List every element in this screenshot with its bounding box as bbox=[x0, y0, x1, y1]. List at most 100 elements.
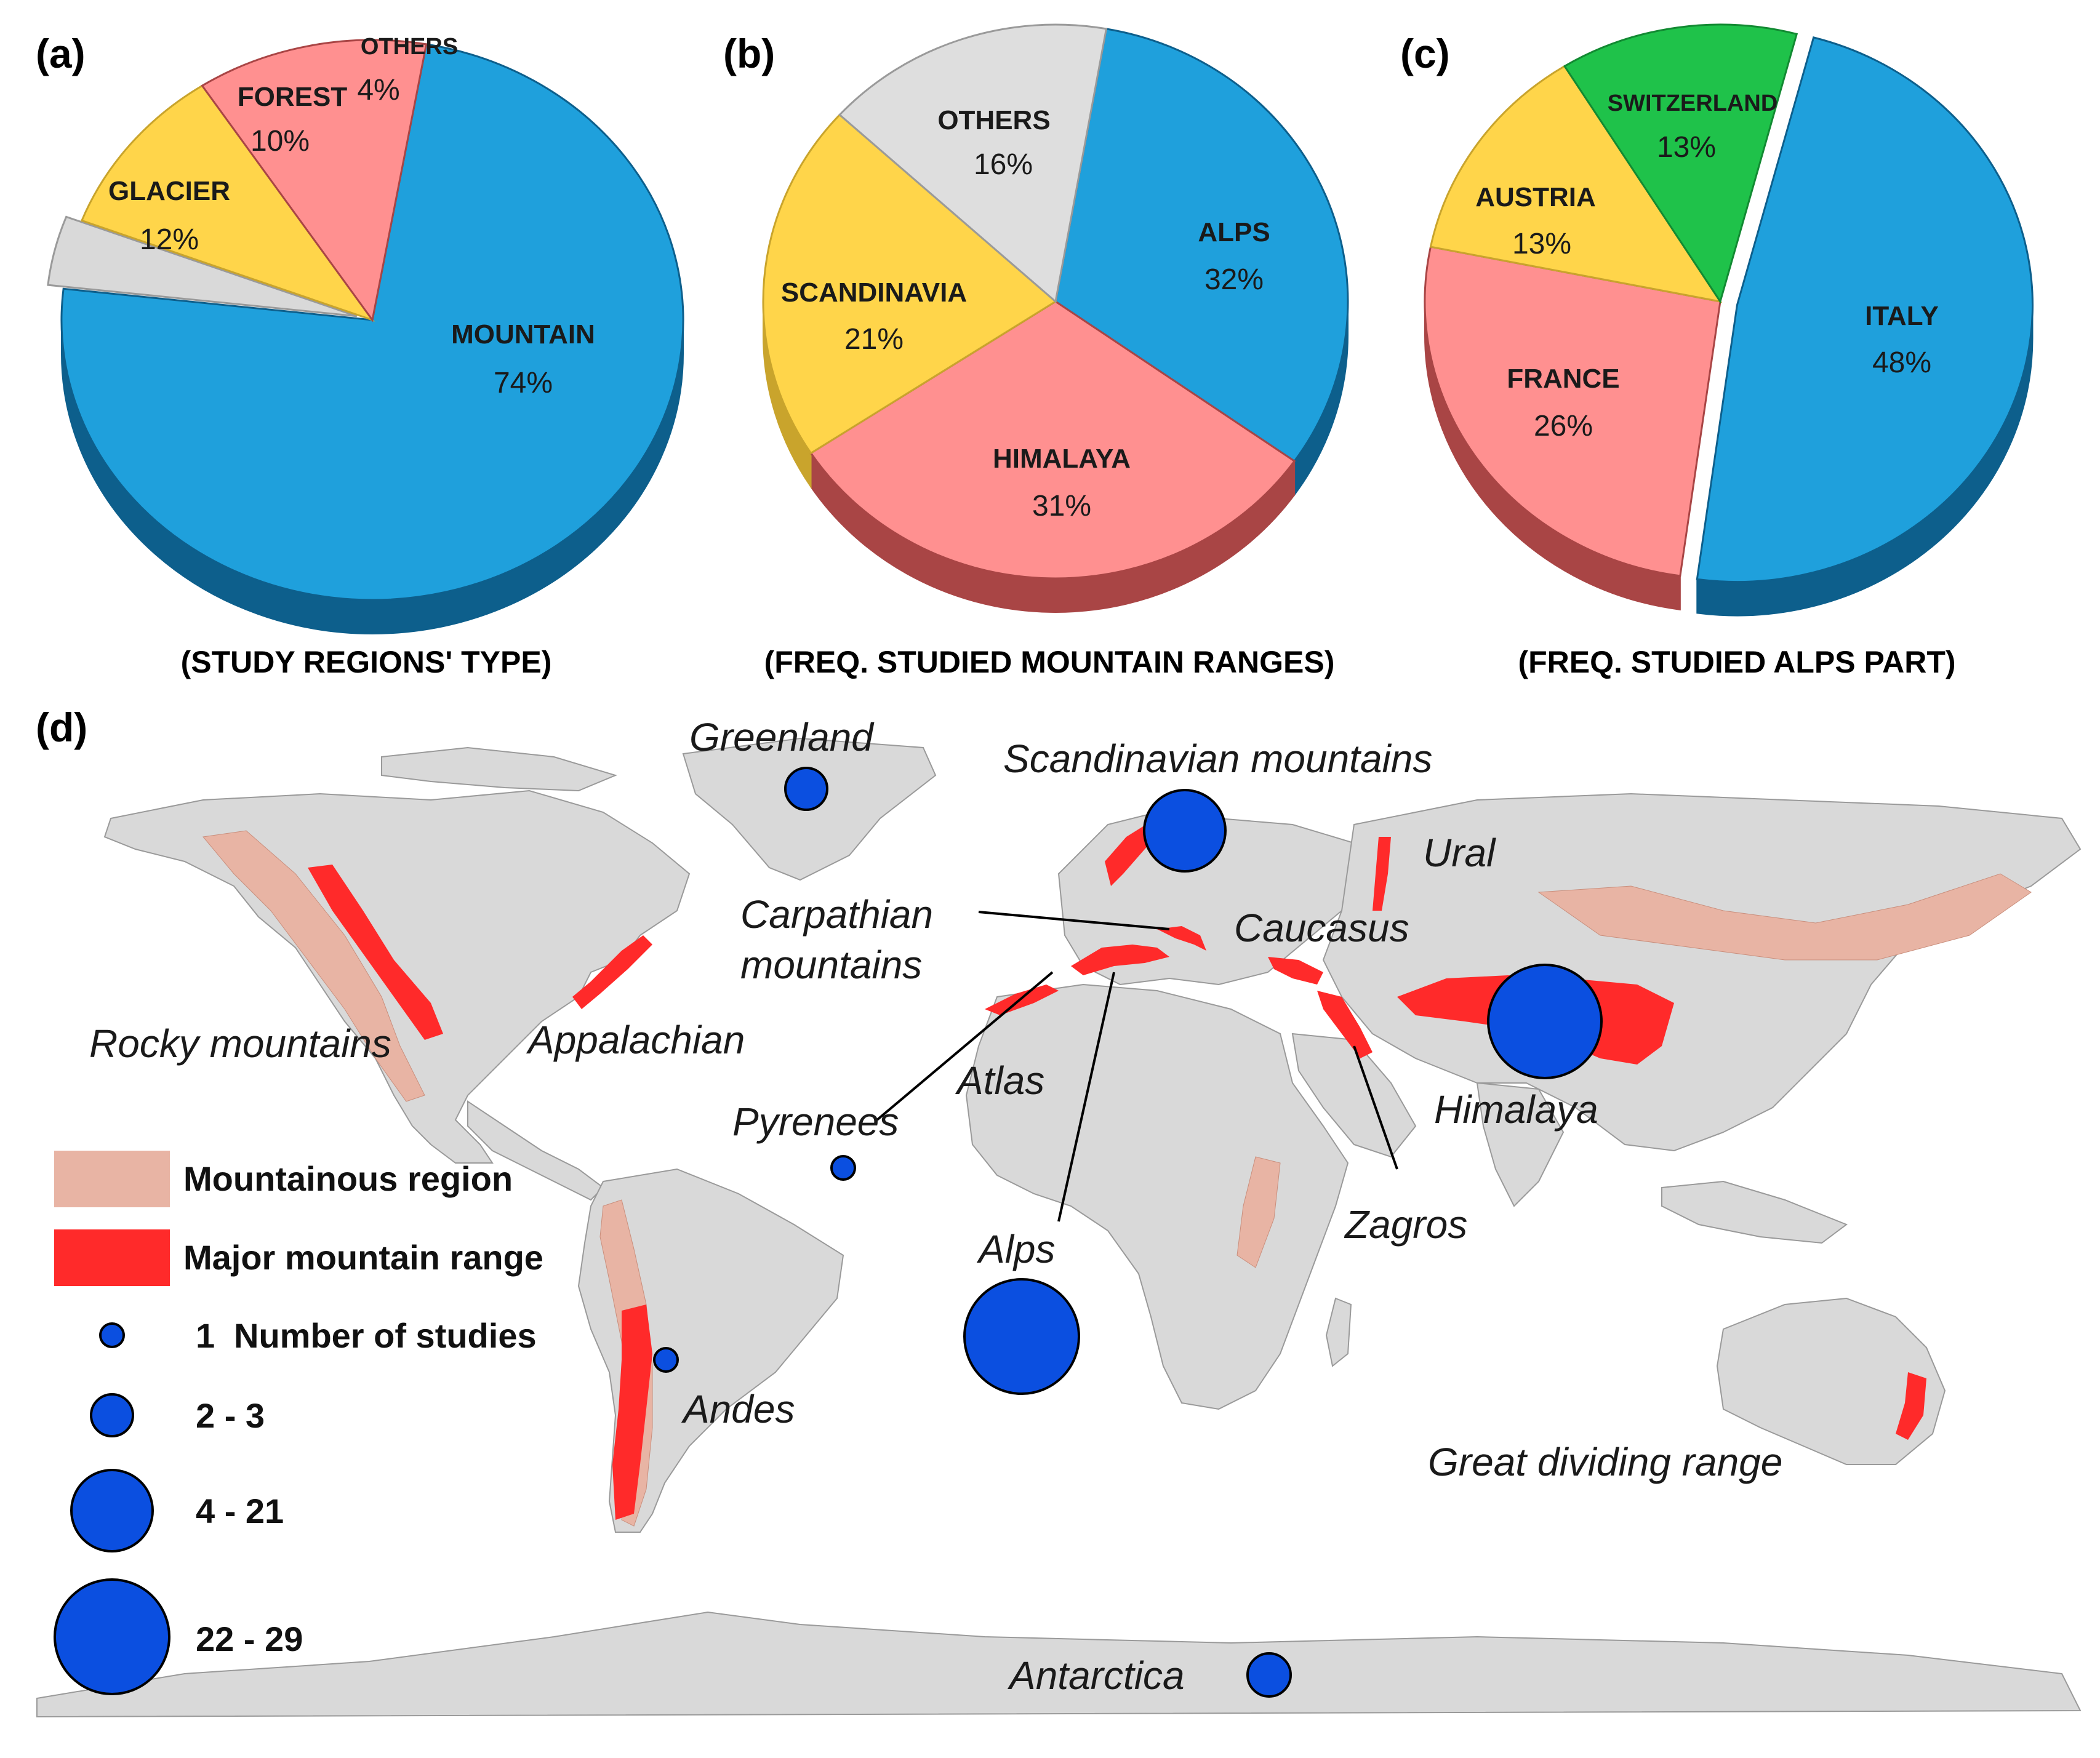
map-label-ural: Ural bbox=[1423, 831, 1496, 875]
map-label-rocky: Rocky mountains bbox=[89, 1021, 391, 1066]
panel-c-letter: (c) bbox=[1400, 31, 1450, 76]
map-label-appalachian: Appalachian bbox=[526, 1018, 745, 1062]
panel-b-letter: (b) bbox=[723, 31, 775, 76]
legend-swatch-mountainous-region bbox=[54, 1151, 170, 1207]
map-label-carpathian-1: Carpathian bbox=[740, 892, 933, 937]
legend-label-major-range: Major mountain range bbox=[183, 1238, 543, 1277]
pie-a-label-forest: FOREST bbox=[238, 82, 348, 112]
pie-a-value-others: 4% bbox=[357, 74, 399, 106]
map-label-greenland: Greenland bbox=[689, 715, 875, 759]
major-range-andes bbox=[612, 1305, 652, 1520]
map-label-andes: Andes bbox=[681, 1387, 795, 1431]
leader-line-zagros bbox=[1353, 1045, 1398, 1170]
map-label-caucasus: Caucasus bbox=[1234, 906, 1409, 950]
pie-c-value-italy: 48% bbox=[1872, 346, 1931, 379]
pie-b-slice-scandinavia bbox=[762, 113, 1057, 455]
map-label-zagros: Zagros bbox=[1344, 1202, 1467, 1247]
legend-bubble-size-3 bbox=[70, 1469, 154, 1552]
major-range-carpathian bbox=[1157, 926, 1206, 951]
map-label-himalaya: Himalaya bbox=[1434, 1087, 1598, 1132]
pie-chart-alps-part bbox=[1424, 23, 2034, 617]
mountainous-region-rockies bbox=[202, 830, 425, 1102]
bubble-antarctica bbox=[1246, 1652, 1292, 1698]
bubble-alps bbox=[963, 1278, 1080, 1395]
pie-c-value-austria: 13% bbox=[1512, 228, 1571, 260]
panel-a-letter: (a) bbox=[36, 31, 86, 76]
pie-a-slice-others bbox=[47, 215, 358, 318]
pie-c-slice-austria bbox=[1429, 65, 1723, 303]
pie-chart-mountain-ranges bbox=[762, 23, 1349, 613]
pie-b-label-others: OTHERS bbox=[937, 105, 1050, 135]
pie-a-value-forest: 10% bbox=[250, 125, 310, 158]
map-label-atlas: Atlas bbox=[955, 1058, 1044, 1103]
pie-b-value-others: 16% bbox=[974, 148, 1033, 181]
mountainous-region-asia bbox=[1537, 873, 2032, 961]
map-label-pyrenees: Pyrenees bbox=[732, 1100, 899, 1144]
legend-label-mountainous-region: Mountainous region bbox=[183, 1159, 513, 1198]
map-label-carpathian-2: mountains bbox=[740, 943, 922, 987]
major-range-caucasus bbox=[1268, 957, 1323, 985]
legend-label-size-3: 4 - 21 bbox=[196, 1492, 284, 1530]
pie-b-slice-others bbox=[838, 23, 1108, 303]
major-range-rocky bbox=[308, 865, 443, 1040]
pie-b-label-scandinavia: SCANDINAVIA bbox=[781, 278, 967, 308]
pie-a-value-glacier: 12% bbox=[140, 223, 199, 256]
major-range-great-dividing bbox=[1896, 1372, 1926, 1440]
legend-swatch-major-range bbox=[54, 1229, 170, 1286]
legend-bubble-size-4 bbox=[54, 1578, 170, 1695]
pie-a-labels: MOUNTAIN 74% GLACIER 12% FOREST 10% OTHE… bbox=[108, 34, 595, 399]
landmass-africa bbox=[965, 983, 1349, 1410]
pie-c-slice-switzerland bbox=[1563, 23, 1798, 304]
pie-a-slice-forest bbox=[80, 84, 375, 322]
pie-c-label-france: FRANCE bbox=[1507, 364, 1619, 394]
landmass-southeast-asia bbox=[1661, 1180, 1848, 1244]
legend-label-size-1: 1 bbox=[196, 1316, 215, 1355]
landmass-arctic-islands bbox=[381, 746, 617, 792]
pie-b-slice-alps bbox=[1054, 28, 1349, 463]
pie-a-caption: (STUDY REGIONS' TYPE) bbox=[181, 645, 552, 679]
pie-c-value-france: 26% bbox=[1534, 410, 1593, 442]
legend-label-size-2: 2 - 3 bbox=[196, 1396, 265, 1435]
pie-c-slice-france bbox=[1424, 246, 1721, 577]
pie-c-label-austria: AUSTRIA bbox=[1475, 182, 1596, 212]
map-label-great-dividing: Great dividing range bbox=[1428, 1440, 1782, 1484]
map-legend: Mountainous region Major mountain range … bbox=[54, 1151, 543, 1695]
pie-a-slice-glacier bbox=[201, 39, 428, 322]
pie-b-label-himalaya: HIMALAYA bbox=[993, 444, 1131, 474]
pie-a-label-others: OTHERS bbox=[361, 34, 458, 60]
pie-b-value-scandinavia: 21% bbox=[844, 323, 904, 356]
map-label-alps: Alps bbox=[976, 1227, 1056, 1271]
map-label-antarctica: Antarctica bbox=[1007, 1653, 1185, 1698]
mountainous-region-east-africa bbox=[1236, 1156, 1281, 1268]
pie-a-label-glacier: GLACIER bbox=[108, 176, 230, 206]
pie-b-slice-himalaya bbox=[809, 300, 1296, 580]
pie-c-labels: ITALY 48% FRANCE 26% AUSTRIA 13% SWITZER… bbox=[1475, 90, 1939, 442]
pie-c-slice-italy bbox=[1696, 36, 2034, 583]
pie-a-value-mountain: 74% bbox=[494, 367, 553, 399]
pie-b-caption: (FREQ. STUDIED MOUNTAIN RANGES) bbox=[764, 645, 1335, 679]
major-range-zagros bbox=[1317, 991, 1373, 1058]
pie-c-caption: (FREQ. STUDIED ALPS PART) bbox=[1518, 645, 1955, 679]
major-range-atlas bbox=[985, 985, 1059, 1015]
major-range-alps bbox=[1071, 945, 1169, 975]
legend-bubble-size-2 bbox=[90, 1393, 134, 1437]
bubble-pyrenees bbox=[830, 1155, 856, 1181]
pie-chart-study-regions bbox=[47, 39, 684, 634]
pie-c-value-switzerland: 13% bbox=[1657, 131, 1716, 164]
major-range-ural bbox=[1373, 837, 1391, 911]
legend-label-size-4: 22 - 29 bbox=[196, 1620, 303, 1658]
legend-bubble-size-1 bbox=[99, 1322, 125, 1348]
leader-line-alps bbox=[1057, 972, 1115, 1222]
map-label-scandinavian: Scandinavian mountains bbox=[1003, 737, 1432, 781]
bubble-himalaya bbox=[1487, 964, 1603, 1079]
legend-title-number-of-studies: Number of studies bbox=[234, 1316, 537, 1355]
pie-b-value-alps: 32% bbox=[1204, 263, 1264, 296]
bubble-greenland bbox=[784, 767, 828, 811]
bubble-scandinavian bbox=[1143, 789, 1227, 873]
pie-b-labels: ALPS 32% HIMALAYA 31% SCANDINAVIA 21% OT… bbox=[781, 105, 1270, 522]
pie-a-label-mountain: MOUNTAIN bbox=[451, 319, 595, 350]
leader-line-pyrenees bbox=[876, 971, 1054, 1121]
panel-d-letter: (d) bbox=[36, 705, 87, 750]
landmass-india bbox=[1476, 1082, 1565, 1207]
